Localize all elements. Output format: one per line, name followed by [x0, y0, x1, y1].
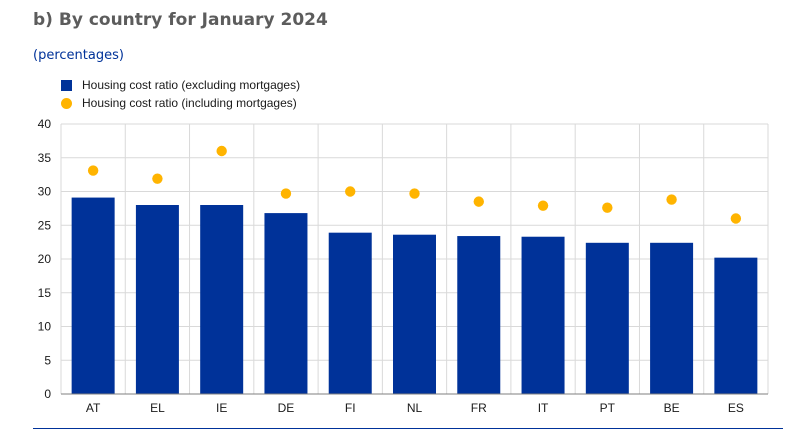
legend-bar-swatch	[61, 80, 72, 91]
x-tick-label: BE	[664, 401, 680, 415]
x-tick-label: NL	[407, 401, 423, 415]
bar-nl	[393, 234, 436, 394]
y-tick-label: 30	[38, 185, 52, 199]
x-tick-label: FR	[471, 401, 487, 415]
point-it	[537, 200, 549, 211]
bottom-divider	[33, 428, 783, 429]
y-tick-label: 5	[44, 353, 51, 367]
legend-label-excluding: Housing cost ratio (excluding mortgages)	[82, 78, 301, 92]
chart-legend: Housing cost ratio (excluding mortgages)…	[58, 76, 300, 112]
legend-label-including: Housing cost ratio (including mortgages)	[82, 96, 297, 110]
bar-pt	[585, 242, 629, 394]
chart-subtitle: (percentages)	[33, 48, 124, 63]
point-be	[666, 194, 677, 205]
x-tick-label: PT	[600, 401, 616, 415]
point-at	[87, 165, 99, 176]
legend-dot-swatch	[61, 98, 72, 109]
point-ie	[216, 145, 227, 157]
point-de	[280, 188, 292, 199]
y-tick-label: 35	[38, 151, 52, 165]
x-tick-label: DE	[278, 401, 295, 415]
bar-it	[521, 236, 565, 394]
y-tick-label: 20	[38, 252, 52, 266]
x-tick-label: ES	[728, 401, 744, 415]
y-tick-label: 40	[38, 117, 52, 131]
bar-de	[264, 213, 308, 394]
legend-item-including: Housing cost ratio (including mortgages)	[58, 94, 300, 112]
y-tick-label: 25	[38, 218, 52, 232]
chart-title: b) By country for January 2024	[33, 10, 328, 30]
x-tick-label: IT	[538, 401, 549, 415]
bar-be	[650, 242, 694, 394]
point-el	[152, 173, 163, 184]
x-tick-label: FI	[345, 401, 356, 415]
point-pt	[602, 202, 613, 213]
y-tick-label: 10	[38, 320, 52, 334]
point-nl	[409, 188, 420, 199]
bar-fr	[457, 236, 501, 394]
bar-at	[71, 197, 115, 394]
bar-ie	[200, 205, 244, 394]
bar-fi	[328, 232, 372, 394]
x-tick-label: EL	[150, 401, 165, 415]
y-tick-label: 0	[44, 387, 51, 401]
bar-el	[135, 205, 179, 394]
legend-item-excluding: Housing cost ratio (excluding mortgages)	[58, 76, 300, 94]
bar-es	[714, 257, 758, 394]
point-fi	[345, 186, 356, 197]
point-fr	[473, 196, 484, 207]
x-tick-label: IE	[216, 401, 227, 415]
point-es	[730, 213, 742, 224]
y-tick-label: 15	[38, 286, 52, 300]
x-tick-label: AT	[86, 401, 101, 415]
